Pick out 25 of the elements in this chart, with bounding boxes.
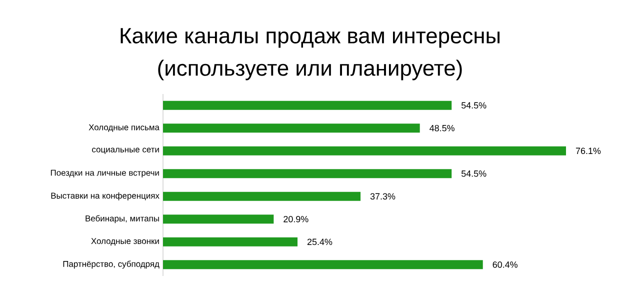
y-tick-label: Поездки на личные встречи	[50, 170, 159, 178]
y-tick-label: Партнёрство, субподряд	[63, 260, 160, 269]
chart-subtitle: (используете или планируете)	[158, 60, 462, 80]
bar	[163, 100, 452, 110]
data-label: 54.5%	[462, 170, 486, 177]
chart-title: Какие каналы продаж вам интересны	[120, 28, 500, 48]
bar	[163, 214, 274, 224]
data-label: 25.4%	[307, 238, 332, 246]
data-label: 20.9%	[284, 216, 308, 222]
y-tick-label: Холодные письма	[88, 124, 160, 132]
bar	[163, 124, 420, 133]
data-label: 54.5%	[462, 102, 486, 109]
y-tick-label: Выставки на конференциях	[51, 192, 160, 200]
bar	[163, 237, 298, 246]
bar	[163, 146, 566, 156]
y-tick-label: Холодные звонки	[91, 238, 159, 246]
bar	[163, 192, 361, 201]
bar	[163, 260, 483, 270]
y-tick-label: социальные сети	[92, 148, 159, 154]
y-tick-label: Вебинары, митапы	[86, 215, 159, 224]
data-label: 60.4%	[492, 261, 518, 268]
data-label: 48.5%	[430, 124, 454, 132]
bar	[163, 169, 452, 178]
data-label: 37.3%	[370, 193, 396, 200]
data-label: 76.1%	[576, 148, 601, 154]
